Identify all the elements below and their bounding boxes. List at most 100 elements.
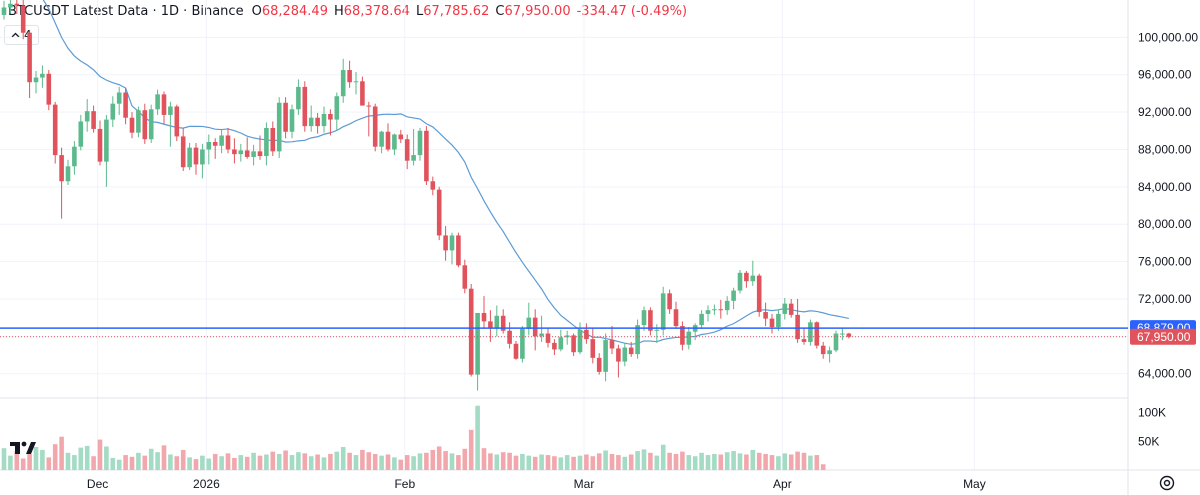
change-value: -334.47 (-0.49%) — [576, 4, 688, 19]
volume-bar — [417, 453, 423, 470]
candle-body — [353, 81, 359, 83]
candle-body — [40, 73, 45, 78]
candle-body — [328, 113, 333, 120]
volume-bar — [564, 455, 570, 470]
candle-body — [782, 303, 788, 314]
candle-body — [148, 109, 154, 140]
volume-tick-label: 100K — [1138, 406, 1166, 420]
candle-body — [673, 309, 679, 327]
volume-bar — [526, 455, 532, 470]
volume-bar — [635, 451, 640, 470]
high-value: 68,378.64 — [343, 4, 410, 19]
candle-body — [744, 272, 749, 282]
volume-bar — [532, 456, 538, 470]
volume-bar — [302, 453, 308, 470]
price-tick-label: 84,000.00 — [1138, 180, 1192, 194]
volume-bar — [449, 453, 455, 470]
volume-bar — [680, 451, 685, 470]
volume-bar — [65, 452, 71, 470]
candle-body — [513, 343, 519, 359]
volume-bar — [193, 459, 199, 470]
candle-body — [526, 317, 532, 329]
volume-bar — [180, 449, 186, 470]
candle-body — [846, 333, 852, 337]
candle-body — [584, 329, 589, 340]
candle-body — [14, 3, 20, 6]
volume-bar — [411, 456, 416, 470]
candle-body — [712, 309, 717, 311]
candle-body — [78, 121, 84, 147]
volume-bar — [481, 448, 487, 470]
volume-bar — [776, 456, 781, 470]
candle-body — [699, 313, 704, 326]
volume-bar — [8, 455, 13, 470]
candle-body — [142, 110, 148, 140]
tradingview-logo-icon[interactable] — [10, 437, 36, 457]
candle-body — [648, 310, 653, 331]
volume-bar — [315, 454, 320, 470]
candle-body — [667, 293, 672, 310]
volume-bar — [641, 449, 647, 470]
volume-bar — [366, 452, 372, 470]
candle-body — [558, 337, 564, 350]
volume-bar — [72, 455, 77, 470]
low-value: 67,785.62 — [423, 4, 490, 19]
candle-body — [769, 318, 775, 327]
volume-bar — [398, 459, 404, 470]
last-price-tag-label: 67,950.00 — [1137, 330, 1191, 344]
volume-bar — [724, 452, 730, 470]
candle-body — [110, 103, 116, 120]
volume-tick-label: 50K — [1138, 434, 1159, 448]
close-label: C — [495, 4, 505, 19]
candle-body — [315, 117, 320, 127]
candle-body — [296, 86, 301, 110]
volume-bar — [622, 456, 628, 470]
candle-body — [596, 357, 602, 372]
volume-bar — [129, 456, 135, 470]
volume-bar — [750, 449, 756, 470]
volume-bar — [97, 439, 103, 470]
candle-body — [494, 315, 500, 328]
volume-bar — [321, 457, 327, 470]
last-price-tag — [1130, 328, 1196, 345]
low-label: L — [415, 4, 424, 19]
volume-bar — [27, 453, 32, 470]
chevron-up-icon — [11, 32, 20, 38]
volume-bar — [475, 405, 480, 470]
candle-body — [302, 86, 308, 127]
candle-body — [808, 322, 813, 342]
candle-body — [680, 326, 685, 345]
volume-bar — [820, 464, 826, 470]
candle-body — [232, 149, 237, 155]
candle-body — [756, 275, 762, 313]
candle-body — [840, 333, 845, 335]
price-tick-label: 96,000.00 — [1138, 68, 1192, 82]
volume-bar — [808, 455, 813, 470]
candle-body — [212, 142, 218, 146]
volume-bar — [660, 444, 666, 470]
volume-bar — [795, 451, 800, 470]
volume-bar — [385, 454, 391, 470]
high-label: H — [333, 4, 344, 19]
candle-body — [251, 151, 256, 157]
volume-bar — [347, 452, 352, 470]
settings-icon[interactable] — [1158, 474, 1176, 492]
volume-bar — [571, 456, 576, 470]
candle-body — [334, 96, 340, 120]
volume-bar — [628, 454, 634, 470]
time-tick-label: Apr — [773, 477, 792, 491]
candle-body — [833, 333, 839, 351]
candle-body — [507, 330, 512, 344]
volume-bar — [148, 448, 154, 470]
volume-bar — [20, 458, 26, 470]
volume-bar — [136, 452, 141, 470]
volume-bar — [468, 429, 474, 470]
candle-body — [443, 235, 448, 251]
volume-bar — [545, 455, 551, 470]
candle-body — [404, 139, 410, 161]
open-label: O — [251, 4, 262, 19]
candle-body — [641, 310, 647, 326]
candle-body — [456, 235, 461, 266]
candle-body — [72, 146, 77, 167]
